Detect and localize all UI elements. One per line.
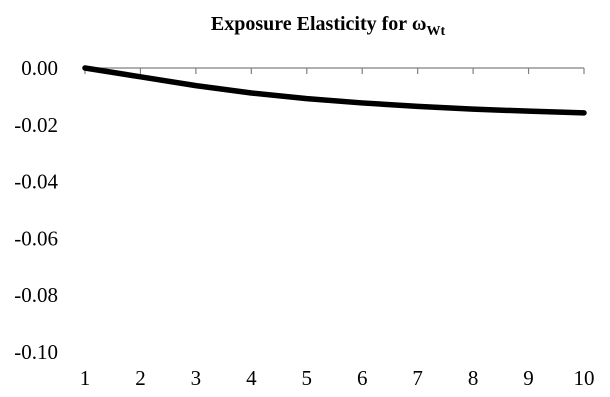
y-tick-label: -0.06 bbox=[14, 226, 58, 250]
series-line bbox=[82, 65, 587, 116]
y-tick-label: 0.00 bbox=[21, 56, 58, 80]
y-tick-label: -0.08 bbox=[14, 283, 58, 307]
x-tick-label: 9 bbox=[523, 366, 534, 390]
x-tick-label: 5 bbox=[302, 366, 313, 390]
x-axis bbox=[84, 67, 585, 74]
x-tick-label: 10 bbox=[574, 366, 595, 390]
x-tick-label: 4 bbox=[246, 366, 257, 390]
x-axis-labels: 1 2 3 4 5 6 7 8 9 10 bbox=[80, 366, 595, 390]
x-tick-label: 1 bbox=[80, 366, 91, 390]
x-tick-label: 2 bbox=[135, 366, 146, 390]
y-tick-label: -0.10 bbox=[14, 340, 58, 364]
y-tick-label: -0.02 bbox=[14, 113, 58, 137]
y-axis-labels: 0.00 -0.02 -0.04 -0.06 -0.08 -0.10 bbox=[14, 56, 58, 364]
chart-title: Exposure Elasticity for ωWt bbox=[211, 13, 446, 39]
x-tick-label: 7 bbox=[412, 366, 423, 390]
chart-title-subscript: Wt bbox=[426, 24, 445, 39]
x-tick-label: 3 bbox=[191, 366, 202, 390]
x-tick-label: 8 bbox=[468, 366, 479, 390]
chart-title-main: Exposure Elasticity for ω bbox=[211, 13, 427, 35]
x-tick-label: 6 bbox=[357, 366, 368, 390]
series-group bbox=[82, 65, 587, 116]
y-tick-label: -0.04 bbox=[14, 170, 58, 194]
